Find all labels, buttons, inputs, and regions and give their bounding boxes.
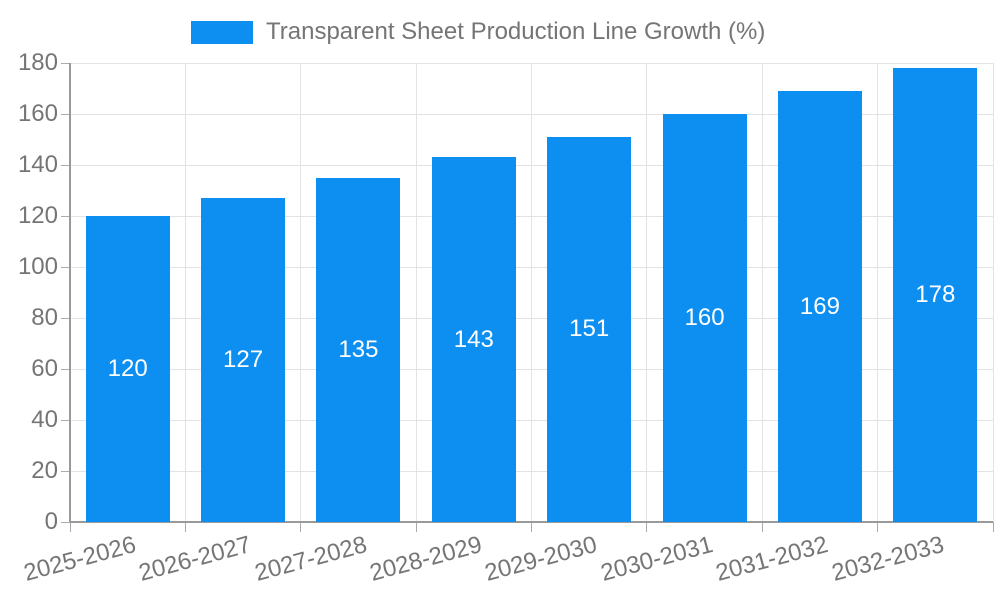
- y-axis-tick: [61, 419, 70, 421]
- y-axis-tick: [61, 368, 70, 370]
- y-tick-label: 80: [31, 304, 58, 331]
- x-axis-tick: [761, 522, 763, 532]
- gridline-v: [992, 63, 994, 522]
- y-axis-tick: [61, 317, 70, 319]
- y-axis-tick: [61, 113, 70, 115]
- x-tick-label: 2028-2029: [366, 531, 485, 587]
- gridline-v: [300, 63, 302, 522]
- gridline-v: [415, 63, 417, 522]
- x-tick-label: 2027-2028: [251, 531, 370, 587]
- bar[interactable]: [431, 157, 516, 522]
- y-axis-tick: [61, 470, 70, 472]
- bar-value-label: 151: [569, 315, 610, 343]
- bar-value-label: 135: [338, 335, 379, 363]
- x-axis-tick: [69, 522, 71, 532]
- y-tick-label: 120: [17, 202, 58, 229]
- y-axis-tick: [61, 215, 70, 217]
- y-tick-label: 0: [44, 508, 58, 535]
- x-axis-line: [70, 521, 993, 523]
- x-tick-label: 2029-2030: [482, 531, 601, 587]
- bar-value-label: 160: [684, 304, 725, 331]
- y-axis-tick: [61, 62, 70, 64]
- y-axis-tick: [61, 266, 70, 268]
- x-axis-tick: [184, 522, 186, 532]
- y-tick-label: 180: [17, 49, 58, 76]
- x-tick-label: 2026-2027: [136, 531, 255, 587]
- gridline-v: [531, 63, 532, 522]
- bar[interactable]: [85, 216, 170, 522]
- bar[interactable]: [662, 114, 747, 522]
- y-tick-label: 60: [31, 355, 58, 382]
- bar-value-label: 127: [223, 346, 264, 374]
- x-axis-tick: [531, 522, 532, 532]
- x-tick-label: 2025-2026: [20, 531, 139, 587]
- y-tick-label: 100: [17, 253, 58, 280]
- legend-label: Transparent Sheet Production Line Growth…: [266, 18, 766, 45]
- x-tick-label: 2032-2033: [828, 531, 947, 587]
- y-tick-label: 40: [31, 406, 58, 433]
- bar-value-label: 120: [107, 355, 148, 382]
- bar-value-label: 178: [915, 281, 956, 309]
- x-axis-tick: [992, 522, 994, 532]
- x-tick-label: 2031-2032: [713, 531, 831, 587]
- y-axis-tick: [61, 164, 70, 166]
- bar-value-label: 143: [453, 325, 494, 353]
- bar[interactable]: [201, 198, 286, 522]
- x-tick-label: 2030-2031: [597, 531, 716, 587]
- gridline-v: [877, 63, 879, 522]
- y-axis-tick: [61, 521, 70, 523]
- legend-swatch: [191, 20, 253, 44]
- bar[interactable]: [893, 68, 978, 522]
- gridline-v: [646, 63, 648, 522]
- y-axis-line: [69, 63, 71, 523]
- y-tick-label: 20: [31, 457, 58, 484]
- x-axis-tick: [877, 522, 879, 532]
- x-axis-tick: [415, 522, 417, 532]
- bar[interactable]: [777, 91, 862, 522]
- y-tick-label: 140: [17, 151, 58, 178]
- gridline-v: [184, 63, 186, 522]
- x-axis-tick: [646, 522, 648, 532]
- y-tick-label: 160: [17, 100, 58, 127]
- bar[interactable]: [547, 136, 632, 522]
- legend-item[interactable]: Transparent Sheet Production Line Growth…: [191, 20, 765, 44]
- bar-value-label: 169: [799, 292, 840, 320]
- bar[interactable]: [316, 177, 401, 522]
- x-axis-tick: [300, 522, 302, 532]
- gridline-v: [761, 63, 763, 522]
